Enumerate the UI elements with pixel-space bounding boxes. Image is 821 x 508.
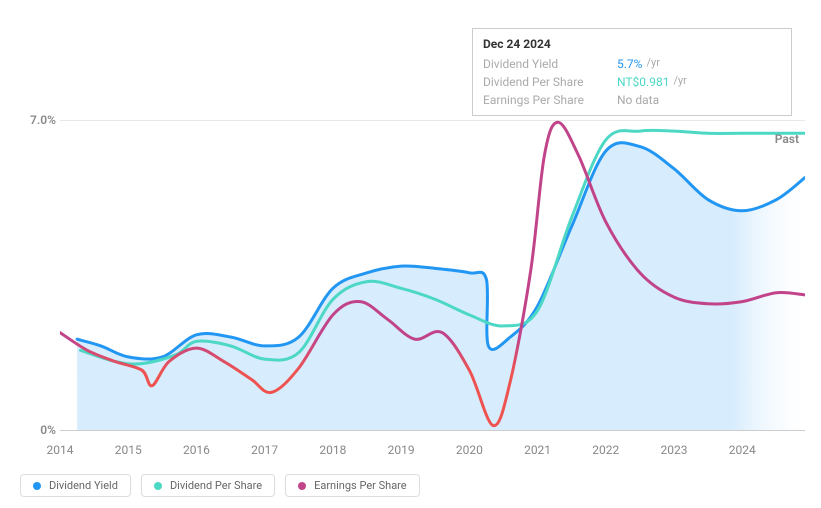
legend-dot-icon — [154, 482, 162, 490]
tooltip-value: 5.7% — [617, 55, 642, 73]
x-tick-label: 2015 — [115, 443, 142, 457]
tooltip-value: No data — [617, 91, 659, 109]
legend-label: Earnings Per Share — [314, 479, 407, 492]
x-tick-label: 2023 — [661, 443, 688, 457]
legend-label: Dividend Per Share — [170, 479, 262, 492]
x-tick-label: 2020 — [456, 443, 483, 457]
tooltip: Dec 24 2024 Dividend Yield 5.7% /yr Divi… — [472, 28, 792, 116]
tooltip-unit: /yr — [646, 55, 659, 73]
tooltip-unit: /yr — [673, 73, 686, 91]
tooltip-label: Dividend Yield — [483, 55, 613, 73]
past-label: Past — [775, 132, 799, 146]
legend: Dividend Yield Dividend Per Share Earnin… — [20, 474, 420, 497]
tooltip-label: Dividend Per Share — [483, 73, 613, 91]
legend-item-dividend-per-share[interactable]: Dividend Per Share — [141, 474, 275, 497]
y-tick-label-min: 0% — [40, 423, 56, 437]
legend-item-earnings-per-share[interactable]: Earnings Per Share — [285, 474, 420, 497]
legend-dot-icon — [33, 482, 41, 490]
legend-label: Dividend Yield — [49, 479, 118, 492]
x-tick-label: 2018 — [319, 443, 346, 457]
legend-dot-icon — [298, 482, 306, 490]
x-tick-label: 2016 — [183, 443, 210, 457]
chart-container: 7.0% 0% 2014 2015 2016 2017 2018 2019 2020 2021… — [20, 20, 810, 460]
x-tick-label: 2019 — [388, 443, 415, 457]
x-tick-label: 2021 — [524, 443, 551, 457]
x-tick-label: 2014 — [47, 443, 74, 457]
tooltip-date: Dec 24 2024 — [483, 35, 781, 53]
x-tick-label: 2024 — [729, 443, 756, 457]
tooltip-row-yield: Dividend Yield 5.7% /yr — [483, 55, 781, 73]
tooltip-value: NT$0.981 — [617, 73, 669, 91]
tooltip-label: Earnings Per Share — [483, 91, 613, 109]
legend-item-dividend-yield[interactable]: Dividend Yield — [20, 474, 131, 497]
tooltip-row-eps: Earnings Per Share No data — [483, 91, 781, 109]
x-tick-label: 2022 — [592, 443, 619, 457]
tooltip-row-dps: Dividend Per Share NT$0.981 /yr — [483, 73, 781, 91]
y-tick-label-max: 7.0% — [30, 113, 56, 127]
x-tick-label: 2017 — [251, 443, 278, 457]
